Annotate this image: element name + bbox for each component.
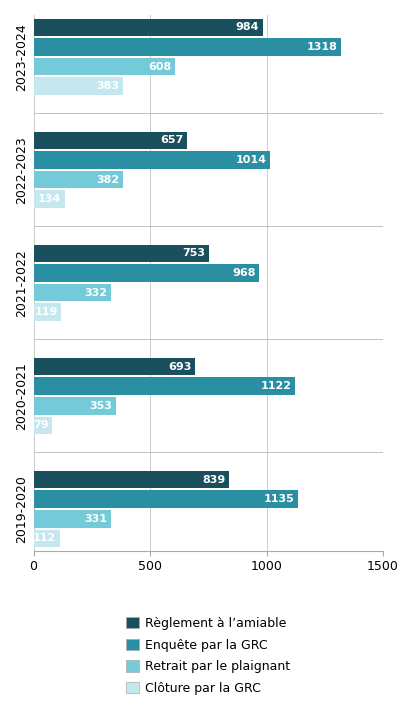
Bar: [33, 378, 294, 395]
Text: 984: 984: [235, 22, 259, 32]
Bar: [33, 131, 186, 149]
Text: 608: 608: [148, 62, 171, 72]
Bar: [33, 397, 116, 414]
Bar: [33, 78, 123, 95]
Text: 112: 112: [33, 533, 56, 544]
Bar: [33, 171, 122, 188]
Bar: [33, 490, 297, 508]
Text: 753: 753: [182, 248, 205, 258]
Bar: [33, 38, 340, 56]
Bar: [33, 471, 228, 488]
Text: 968: 968: [232, 268, 255, 278]
Text: 1135: 1135: [263, 494, 294, 504]
Text: 839: 839: [202, 475, 225, 485]
Text: 1122: 1122: [260, 381, 291, 391]
Bar: [33, 530, 59, 547]
Bar: [33, 264, 259, 282]
Text: 383: 383: [96, 81, 119, 91]
Bar: [33, 245, 209, 262]
Bar: [33, 416, 52, 434]
Text: 134: 134: [38, 194, 61, 204]
Text: 119: 119: [34, 307, 58, 317]
Text: 332: 332: [84, 288, 107, 298]
Text: 79: 79: [33, 420, 48, 430]
Text: 382: 382: [96, 174, 119, 185]
Bar: [33, 57, 175, 75]
Bar: [33, 151, 269, 169]
Bar: [33, 190, 64, 208]
Bar: [33, 358, 195, 376]
Text: 353: 353: [89, 401, 112, 411]
Bar: [33, 19, 262, 36]
Bar: [33, 304, 61, 321]
Text: 1014: 1014: [235, 155, 266, 165]
Bar: [33, 510, 110, 528]
Legend: Règlement à l’amiable, Enquête par la GRC, Retrait par le plaignant, Clôture par: Règlement à l’amiable, Enquête par la GR…: [120, 610, 296, 701]
Text: 657: 657: [159, 136, 183, 145]
Text: 331: 331: [84, 514, 107, 524]
Text: 1318: 1318: [306, 42, 336, 52]
Bar: [33, 284, 111, 302]
Text: 693: 693: [168, 362, 191, 371]
